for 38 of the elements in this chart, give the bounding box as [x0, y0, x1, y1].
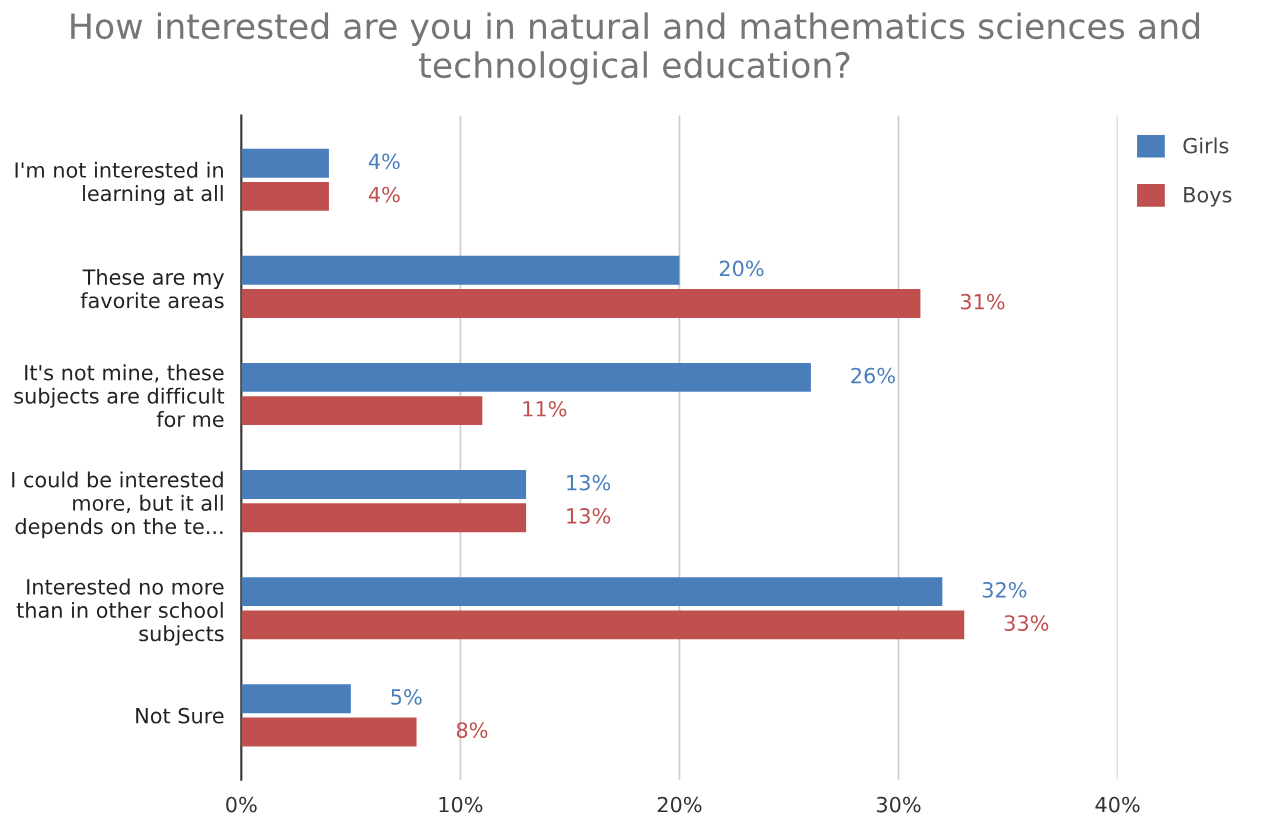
- y-tick-label: These are my favorite areas: [80, 268, 225, 309]
- data-label: 20%: [719, 260, 764, 277]
- x-tick-label: 10%: [439, 796, 483, 813]
- bar: [241, 181, 329, 211]
- bar: [241, 362, 811, 392]
- x-tick-label: 20%: [657, 796, 702, 813]
- data-label: 5%: [391, 689, 422, 705]
- y-tick-label: I'm not interested in learning at all: [15, 161, 223, 206]
- data-label: 32%: [982, 581, 1027, 598]
- bar: [241, 396, 483, 426]
- y-tick-label: It's not mine, these subjects are difficult for me: [14, 364, 225, 428]
- y-tick-label: I could be interested more, but it all depends on the te...: [12, 471, 223, 539]
- data-label: 13%: [567, 474, 611, 491]
- bar: [241, 717, 417, 747]
- x-tick-label: 40%: [1095, 796, 1140, 813]
- bar: [241, 610, 965, 640]
- data-label: 4%: [368, 186, 400, 203]
- data-label: 11%: [523, 400, 567, 417]
- bar: [241, 255, 680, 285]
- legend-label: Girls: [1183, 137, 1229, 154]
- data-label: 13%: [567, 508, 611, 524]
- data-label: 31%: [960, 293, 1005, 310]
- data-label: 26%: [851, 367, 895, 384]
- x-tick-label: 30%: [876, 796, 921, 813]
- bar: [241, 470, 527, 499]
- bar: [241, 289, 921, 318]
- bar: [241, 148, 329, 178]
- bar: [241, 577, 943, 607]
- data-label: 8%: [456, 722, 488, 738]
- y-tick-label: Interested no more than in other school subjects: [16, 578, 224, 646]
- data-label: 33%: [1004, 615, 1049, 631]
- y-tick-label: Not Sure: [136, 707, 224, 724]
- chart-title: How interested are you in natural and mathematics sciences and technological education?: [71, 12, 1200, 85]
- bar: [241, 503, 527, 533]
- legend-label: Boys: [1184, 187, 1232, 207]
- data-label: 4%: [368, 153, 400, 170]
- bar: [241, 684, 351, 714]
- x-tick-label: 0%: [226, 796, 257, 813]
